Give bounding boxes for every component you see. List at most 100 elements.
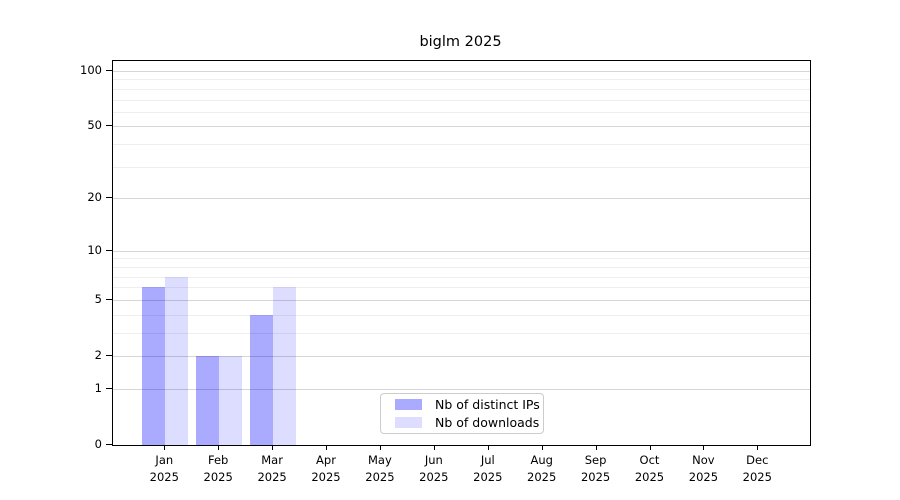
x-tick-month: Jun: [424, 453, 443, 467]
y-tick-label: 5: [94, 291, 102, 306]
x-tick-label: Oct 2025: [618, 452, 682, 485]
x-tick-mark: [757, 445, 759, 450]
x-tick-year: 2025: [742, 469, 772, 484]
downloads-swatch-icon: [395, 417, 422, 428]
x-tick-month: Nov: [692, 453, 715, 467]
gridline-minor: [113, 99, 810, 101]
gridline-minor: [113, 79, 810, 81]
y-tick-mark: [106, 299, 112, 300]
gridline-major: [113, 299, 810, 301]
x-tick-mark: [433, 445, 435, 450]
gridline-major: [113, 250, 810, 252]
legend-label-distinct-ips: Nb of distinct IPs: [435, 397, 540, 412]
x-tick-mark: [326, 445, 327, 450]
y-tick-label: 2: [94, 348, 102, 362]
x-tick-month: Aug: [530, 453, 553, 467]
y-tick-mark: [106, 355, 112, 356]
x-tick-label: Nov 2025: [671, 452, 735, 485]
legend: Nb of distinct IPs Nb of downloads: [380, 393, 544, 434]
x-tick-month: Jul: [480, 453, 495, 467]
x-tick-year: 2025: [527, 469, 557, 484]
x-tick-mark: [649, 445, 651, 450]
x-tick-mark: [487, 445, 489, 450]
y-tick-label: 100: [80, 63, 102, 77]
x-tick-month: Sep: [584, 453, 607, 467]
plot-inner: [113, 61, 810, 445]
x-tick-mark: [164, 445, 166, 450]
x-tick-mark: [272, 445, 274, 450]
legend-label-downloads: Nb of downloads: [435, 415, 540, 430]
x-tick-mark: [379, 445, 381, 450]
x-tick-mark: [703, 445, 705, 450]
y-tick-mark: [106, 125, 112, 126]
y-tick-mark: [106, 388, 112, 389]
x-tick-year: 2025: [365, 469, 395, 484]
bar-downloads: [165, 276, 189, 445]
gridline-minor: [113, 166, 810, 168]
x-tick-month: Dec: [746, 453, 769, 467]
x-tick-mark: [541, 445, 543, 450]
legend-row-distinct-ips: Nb of distinct IPs: [389, 397, 540, 412]
x-tick-month: May: [368, 453, 392, 467]
y-tick-mark: [106, 250, 112, 251]
y-tick-label: 50: [87, 118, 102, 133]
x-tick-year: 2025: [634, 469, 665, 484]
x-tick-label: Dec 2025: [725, 452, 789, 485]
x-tick-month: Mar: [261, 453, 283, 467]
x-tick-label: Mar 2025: [240, 452, 304, 485]
bar-downloads: [273, 287, 297, 445]
y-tick-mark: [106, 197, 112, 198]
gridline-minor: [113, 111, 810, 113]
gridline-major: [113, 388, 810, 390]
gridline-major: [113, 126, 810, 128]
y-tick-mark: [106, 444, 112, 445]
x-tick-label: Feb 2025: [186, 452, 250, 485]
x-tick-year: 2025: [473, 469, 503, 484]
gridline-minor: [113, 258, 810, 260]
x-tick-month: Feb: [208, 453, 229, 467]
gridline-minor: [113, 276, 810, 278]
x-tick-year: 2025: [688, 469, 719, 484]
gridline-minor: [113, 266, 810, 268]
gridline-minor: [113, 287, 810, 289]
bar-distinct-ips: [250, 314, 274, 445]
plot-area: Nb of distinct IPs Nb of downloads: [112, 60, 811, 446]
gridline-major: [113, 198, 810, 200]
x-tick-label: Apr 2025: [294, 452, 358, 485]
x-tick-month: Apr: [316, 453, 336, 467]
x-tick-year: 2025: [419, 469, 449, 484]
x-tick-label: Sep 2025: [564, 452, 628, 485]
y-tick-label: 0: [94, 437, 102, 451]
y-tick-label: 1: [94, 380, 102, 395]
gridline-major: [113, 356, 810, 357]
x-tick-year: 2025: [149, 469, 179, 484]
gridline-minor: [113, 144, 810, 146]
x-tick-label: May 2025: [348, 452, 412, 485]
y-tick-label: 10: [87, 242, 102, 257]
x-tick-mark: [595, 445, 597, 450]
chart-title: biglm 2025: [419, 34, 502, 50]
x-tick-year: 2025: [203, 469, 233, 484]
bar-distinct-ips: [142, 287, 166, 445]
bar-distinct-ips: [196, 356, 220, 445]
legend-row-downloads: Nb of downloads: [389, 415, 539, 430]
x-tick-year: 2025: [580, 469, 611, 484]
gridline-minor: [113, 314, 810, 316]
x-tick-label: Jul 2025: [456, 452, 520, 485]
x-tick-label: Jan 2025: [132, 452, 196, 485]
distinct-ips-swatch-icon: [395, 399, 422, 410]
x-tick-label: Jun 2025: [402, 452, 466, 485]
gridline-major: [113, 71, 810, 72]
bar-downloads: [219, 356, 243, 445]
gridline-minor: [113, 88, 810, 90]
y-tick-mark: [106, 70, 112, 71]
y-tick-label: 20: [87, 190, 102, 205]
x-tick-year: 2025: [257, 469, 287, 484]
x-tick-month: Oct: [639, 453, 660, 467]
x-tick-label: Aug 2025: [510, 452, 574, 485]
x-tick-month: Jan: [155, 453, 174, 467]
x-tick-mark: [218, 445, 220, 450]
x-tick-year: 2025: [311, 469, 341, 484]
gridline-minor: [113, 332, 810, 334]
